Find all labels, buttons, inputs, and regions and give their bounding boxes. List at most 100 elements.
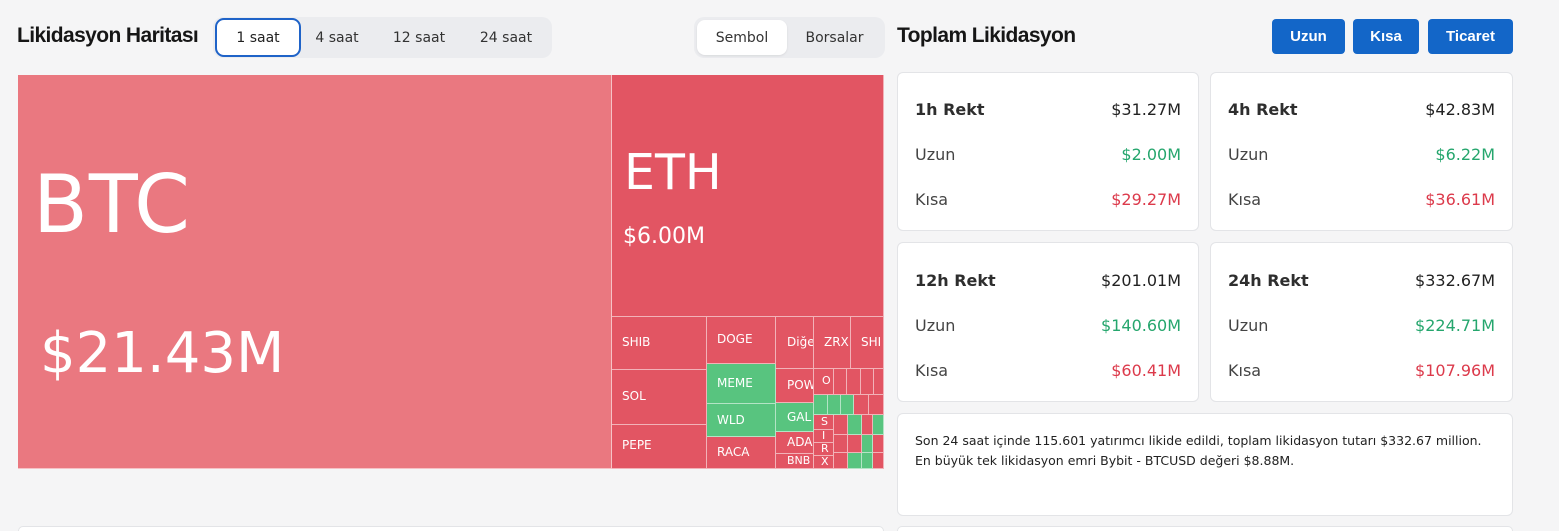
tile-small-a4[interactable] xyxy=(874,369,884,395)
bottom-panel-left xyxy=(18,526,884,531)
summary-line-1: Son 24 saat içinde 115.601 yatırımcı lik… xyxy=(915,433,1482,448)
tile-zrx-label: ZRX xyxy=(824,335,849,349)
tile-small-b1[interactable] xyxy=(814,395,828,415)
tile-small-b3[interactable] xyxy=(841,395,854,415)
card-total: $42.83M xyxy=(1425,100,1495,119)
long-button[interactable]: Uzun xyxy=(1272,19,1345,54)
tile-pepe[interactable]: PEPE xyxy=(612,425,707,469)
card-long-label: Uzun xyxy=(1228,145,1269,164)
tile-doge[interactable]: DOGE xyxy=(707,317,776,364)
tile-i-label: I xyxy=(822,430,826,442)
tile-small-a1[interactable] xyxy=(834,369,847,395)
tile-pepe-label: PEPE xyxy=(622,438,652,452)
tile-s[interactable]: S xyxy=(814,415,834,430)
tile-small-a2[interactable] xyxy=(847,369,861,395)
tile-small-e1[interactable] xyxy=(834,453,848,469)
tile-small-a3[interactable] xyxy=(861,369,874,395)
card-long-label: Uzun xyxy=(1228,316,1269,335)
tile-raca[interactable]: RACA xyxy=(707,437,776,469)
view-option-symbol[interactable]: Sembol xyxy=(697,20,787,55)
summary-line-2: En büyük tek likidasyon emri Bybit - BTC… xyxy=(915,453,1295,468)
tile-pow-label: POW xyxy=(787,378,814,392)
tile-x[interactable]: X xyxy=(814,456,834,469)
card-total: $31.27M xyxy=(1111,100,1181,119)
card-long-value: $140.60M xyxy=(1101,316,1181,335)
tile-sol[interactable]: SOL xyxy=(612,370,707,425)
card-long-label: Uzun xyxy=(915,316,956,335)
card-long-value: $2.00M xyxy=(1121,145,1181,164)
tile-small-d1[interactable] xyxy=(834,435,848,453)
card-title: 24h Rekt xyxy=(1228,271,1309,290)
card-short-label: Kısa xyxy=(1228,361,1262,380)
tile-small-e2[interactable] xyxy=(848,453,862,469)
rekt-card-1h: 1h Rekt $31.27M Uzun $2.00M Kısa $29.27M xyxy=(897,72,1199,231)
tile-small-c3[interactable] xyxy=(862,415,873,435)
total-liquidation-title: Toplam Likidasyon xyxy=(897,24,1076,47)
tile-eth-value: $6.00M xyxy=(623,224,705,249)
tile-zrx[interactable]: ZRX xyxy=(814,317,851,369)
liquidation-summary: Son 24 saat içinde 115.601 yatırımcı lik… xyxy=(897,413,1513,516)
tile-small-b4[interactable] xyxy=(854,395,869,415)
tile-pow[interactable]: POW xyxy=(776,369,814,403)
tile-small-e3[interactable] xyxy=(862,453,873,469)
tile-wld[interactable]: WLD xyxy=(707,404,776,437)
tile-r[interactable]: R xyxy=(814,443,834,456)
tile-small-c2[interactable] xyxy=(848,415,862,435)
tile-btc-value: $21.43M xyxy=(40,321,285,386)
time-option-24h[interactable]: 24 saat xyxy=(479,29,533,46)
time-range-selector: 1 saat 4 saat 12 saat 24 saat xyxy=(213,17,552,58)
time-option-12h[interactable]: 12 saat xyxy=(392,29,446,46)
tile-shib-label: SHIB xyxy=(622,335,651,349)
tile-shi-label: SHI xyxy=(861,335,882,349)
tile-small-d3[interactable] xyxy=(862,435,873,453)
tile-small-d2[interactable] xyxy=(848,435,862,453)
view-selector: Sembol Borsalar xyxy=(694,17,885,58)
tile-gal-label: GAL xyxy=(787,410,812,424)
card-short-value: $29.27M xyxy=(1111,190,1181,209)
tile-small-e4[interactable] xyxy=(873,453,884,469)
time-option-4h[interactable]: 4 saat xyxy=(315,29,359,46)
heatmap-title: Likidasyon Haritası xyxy=(17,24,199,47)
tile-btc-symbol: BTC xyxy=(33,158,191,251)
tile-bnb-label: BNB xyxy=(787,454,811,467)
tile-other-label: Diğe xyxy=(787,335,814,349)
card-title: 1h Rekt xyxy=(915,100,985,119)
tile-small-b2[interactable] xyxy=(828,395,841,415)
tile-small-c4[interactable] xyxy=(873,415,884,435)
time-option-1h[interactable]: 1 saat xyxy=(215,18,301,57)
card-short-value: $107.96M xyxy=(1415,361,1495,380)
card-title: 4h Rekt xyxy=(1228,100,1298,119)
tile-gal[interactable]: GAL xyxy=(776,403,814,432)
view-option-exchanges[interactable]: Borsalar xyxy=(805,29,864,46)
tile-small-c1[interactable] xyxy=(834,415,848,435)
card-total: $201.01M xyxy=(1101,271,1181,290)
trade-button[interactable]: Ticaret xyxy=(1428,19,1513,54)
card-short-label: Kısa xyxy=(1228,190,1262,209)
tile-doge-label: DOGE xyxy=(717,332,753,346)
tile-r-label: R xyxy=(821,443,829,455)
tile-raca-label: RACA xyxy=(717,445,750,459)
card-short-label: Kısa xyxy=(915,361,949,380)
tile-o[interactable]: O xyxy=(814,369,834,395)
tile-ada[interactable]: ADA xyxy=(776,432,814,454)
rekt-card-12h: 12h Rekt $201.01M Uzun $140.60M Kısa $60.41… xyxy=(897,242,1199,402)
card-long-value: $6.22M xyxy=(1435,145,1495,164)
tile-i[interactable]: I xyxy=(814,430,834,443)
short-button[interactable]: Kısa xyxy=(1353,19,1419,54)
tile-bnb[interactable]: BNB xyxy=(776,454,814,469)
tile-meme[interactable]: MEME xyxy=(707,364,776,404)
rekt-card-4h: 4h Rekt $42.83M Uzun $6.22M Kısa $36.61M xyxy=(1210,72,1513,231)
tile-o-label: O xyxy=(822,374,831,387)
tile-small-d4[interactable] xyxy=(873,435,884,453)
tile-shib[interactable]: SHIB xyxy=(612,317,707,370)
tile-small-b5[interactable] xyxy=(869,395,884,415)
tile-ada-label: ADA xyxy=(787,435,813,449)
tile-shi[interactable]: SHI xyxy=(851,317,884,369)
tile-btc[interactable]: BTC $21.43M xyxy=(18,75,612,469)
tile-s-label: S xyxy=(821,415,828,428)
card-short-value: $60.41M xyxy=(1111,361,1181,380)
card-short-value: $36.61M xyxy=(1425,190,1495,209)
tile-eth[interactable]: ETH $6.00M xyxy=(612,75,884,317)
tile-sol-label: SOL xyxy=(622,389,646,403)
tile-other[interactable]: Diğe xyxy=(776,317,814,369)
